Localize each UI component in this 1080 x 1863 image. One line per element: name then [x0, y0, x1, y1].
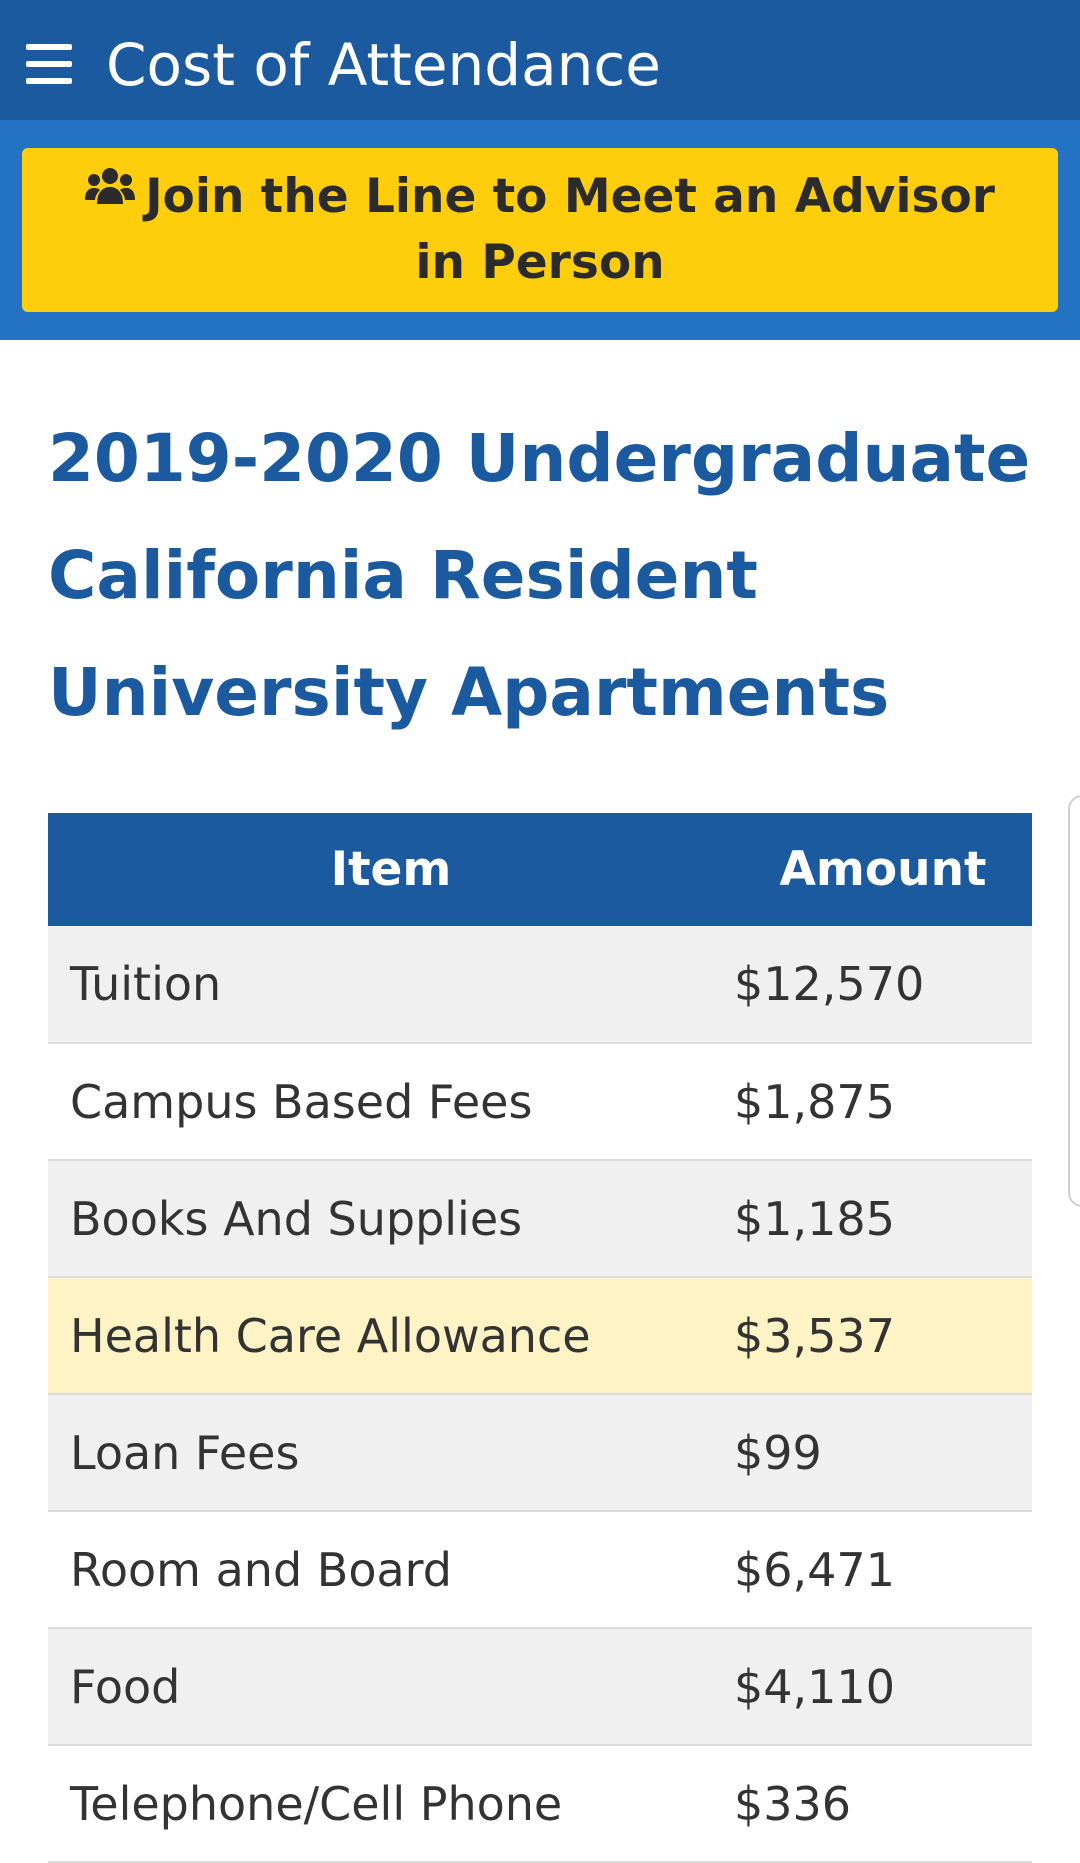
table-row: Food $4,110	[48, 1628, 1032, 1746]
row-item: Room and Board	[48, 1511, 734, 1629]
row-item: Telephone/Cell Phone	[48, 1745, 734, 1863]
row-item: Loan Fees	[48, 1394, 734, 1512]
row-item: Campus Based Fees	[48, 1043, 734, 1161]
row-amount: $6,471	[734, 1511, 1032, 1629]
row-item: Food	[48, 1628, 734, 1746]
table-row: Books And Supplies $1,185	[48, 1160, 1032, 1278]
users-group-icon	[85, 161, 136, 225]
table-row: Tuition $12,570	[48, 926, 1032, 1044]
page-title: 2019-2020 Undergraduate California Resid…	[48, 420, 1031, 731]
scroll-indicator[interactable]	[1068, 795, 1080, 1207]
row-amount: $3,537	[734, 1277, 1032, 1395]
app-title: Cost of Attendance	[106, 31, 661, 99]
row-amount: $336	[734, 1745, 1032, 1863]
cost-table: Item Amount Tuition $12,570 Campus Based…	[48, 813, 1032, 1863]
join-line-button[interactable]: Join the Line to Meet an Advisor in Pers…	[22, 148, 1058, 312]
header-item: Item	[330, 842, 452, 897]
join-line-label: Join the Line to Meet an Advisor in Pers…	[145, 168, 995, 291]
row-item: Books And Supplies	[48, 1160, 734, 1278]
row-item: Tuition	[48, 926, 734, 1044]
table-row: Telephone/Cell Phone $336	[48, 1745, 1032, 1863]
table-header-row: Item Amount	[48, 813, 1032, 926]
row-amount: $1,185	[734, 1160, 1032, 1278]
header-amount: Amount	[779, 842, 987, 897]
table-row: Loan Fees $99	[48, 1394, 1032, 1512]
row-amount: $99	[734, 1394, 1032, 1512]
row-amount: $4,110	[734, 1628, 1032, 1746]
table-row-highlighted: Health Care Allowance $3,537	[48, 1277, 1032, 1395]
row-item: Health Care Allowance	[48, 1277, 734, 1395]
row-amount: $12,570	[734, 926, 1032, 1044]
hamburger-menu-icon[interactable]	[26, 44, 72, 84]
table-row: Room and Board $6,471	[48, 1511, 1032, 1629]
app-bar: Cost of Attendance	[0, 0, 1080, 120]
table-row: Campus Based Fees $1,875	[48, 1043, 1032, 1161]
row-amount: $1,875	[734, 1043, 1032, 1161]
